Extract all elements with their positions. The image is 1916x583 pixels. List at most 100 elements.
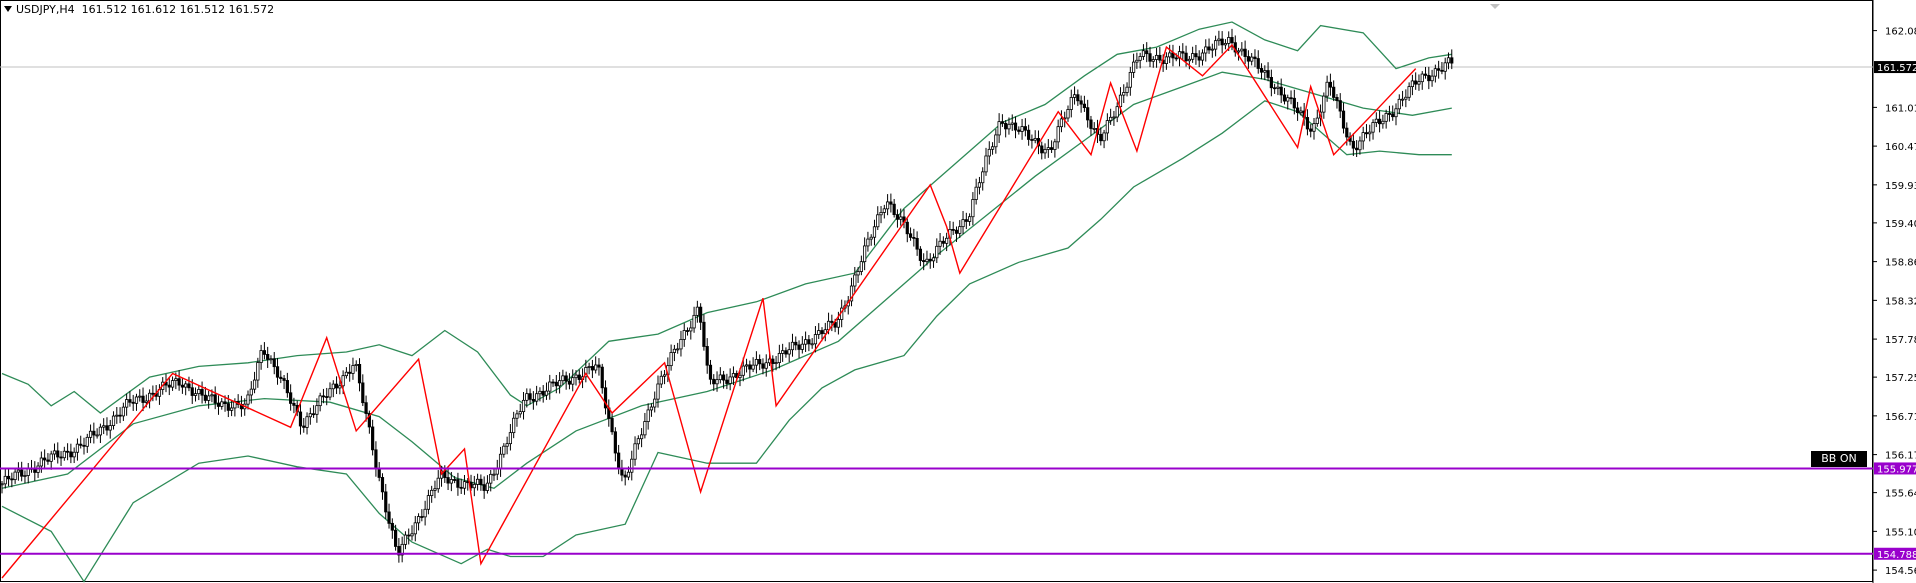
candle (475, 473, 480, 491)
candle (800, 336, 804, 354)
candle (1414, 72, 1418, 90)
candle (908, 227, 913, 241)
y-tick-label: 159.930 (1885, 181, 1916, 192)
support-upper-tag-text: 155.977 (1877, 464, 1916, 475)
candle (971, 192, 975, 226)
candle (692, 306, 696, 333)
candle (1148, 46, 1152, 68)
candle (1443, 57, 1447, 80)
candle (1430, 69, 1434, 87)
candle (1250, 53, 1254, 66)
candle (515, 409, 519, 427)
candle (246, 390, 250, 410)
candle (712, 374, 716, 391)
candle (1335, 94, 1339, 109)
candle (525, 388, 529, 408)
candle (699, 303, 703, 330)
candle (1191, 46, 1195, 63)
candle (1004, 120, 1008, 138)
candle (997, 113, 1001, 143)
candle (0, 480, 4, 494)
zigzag-indicator (1, 43, 1417, 579)
candle (416, 513, 421, 531)
candle (538, 387, 542, 402)
candle (646, 403, 650, 430)
candle (1420, 71, 1424, 90)
candle (685, 327, 690, 336)
candle (594, 356, 598, 374)
bb-on-button[interactable]: BB ON (1811, 451, 1867, 467)
candle (1099, 127, 1103, 146)
y-tick-label: 162.080 (1885, 27, 1916, 38)
candle (272, 352, 276, 375)
candle (1246, 50, 1250, 69)
candle (1223, 39, 1228, 50)
candle (954, 226, 959, 242)
candle (151, 385, 155, 402)
candle (430, 485, 434, 503)
candle (853, 266, 857, 294)
candle (882, 204, 886, 219)
candle (20, 461, 24, 482)
candle (895, 209, 900, 228)
candle (1351, 133, 1355, 156)
candle (266, 346, 270, 368)
candle (1400, 90, 1405, 107)
candle (1000, 114, 1005, 127)
candle (1079, 95, 1083, 113)
candle (1276, 80, 1280, 96)
candle (554, 374, 558, 394)
candle (1181, 43, 1185, 60)
candle (1368, 124, 1372, 142)
candle (1033, 130, 1037, 144)
chart-menu-triangle-icon[interactable] (4, 6, 12, 12)
candle (1378, 110, 1382, 133)
candle (229, 401, 234, 417)
candle (849, 277, 854, 307)
candle (213, 386, 217, 410)
candle (6, 467, 11, 487)
candle (941, 236, 945, 248)
candle (46, 453, 50, 465)
candle (180, 378, 184, 394)
candle (1355, 140, 1359, 158)
candle (279, 370, 283, 384)
candle (567, 373, 572, 390)
candle (715, 371, 719, 392)
candle (1023, 118, 1027, 137)
candle (184, 380, 188, 396)
candle (987, 141, 991, 165)
candle (1128, 66, 1132, 96)
candle (118, 407, 122, 424)
candle (912, 228, 916, 247)
candle (968, 213, 972, 226)
candle (787, 342, 791, 363)
candle (187, 376, 191, 392)
candle (413, 515, 417, 542)
candle (892, 198, 896, 218)
candle (564, 371, 568, 390)
candle (285, 372, 289, 398)
candle (672, 344, 677, 362)
current-price-tag-text: 161.572 (1877, 63, 1916, 74)
y-tick-label: 161.010 (1885, 103, 1916, 114)
candle (49, 450, 53, 470)
y-tick-label: 157.780 (1885, 335, 1916, 346)
candle (1322, 92, 1326, 119)
candle (512, 411, 516, 439)
candle (571, 369, 575, 392)
candle (603, 380, 608, 415)
candle (872, 219, 877, 246)
candle (410, 525, 414, 541)
candle (1338, 93, 1342, 119)
candle (1214, 35, 1218, 57)
candle (125, 393, 129, 416)
candle (311, 405, 316, 418)
y-tick-label: 154.560 (1885, 566, 1916, 577)
y-tick-label: 158.860 (1885, 258, 1916, 269)
candle (1197, 50, 1201, 68)
candle (207, 390, 211, 409)
candle (528, 388, 532, 405)
candle (1158, 46, 1162, 64)
